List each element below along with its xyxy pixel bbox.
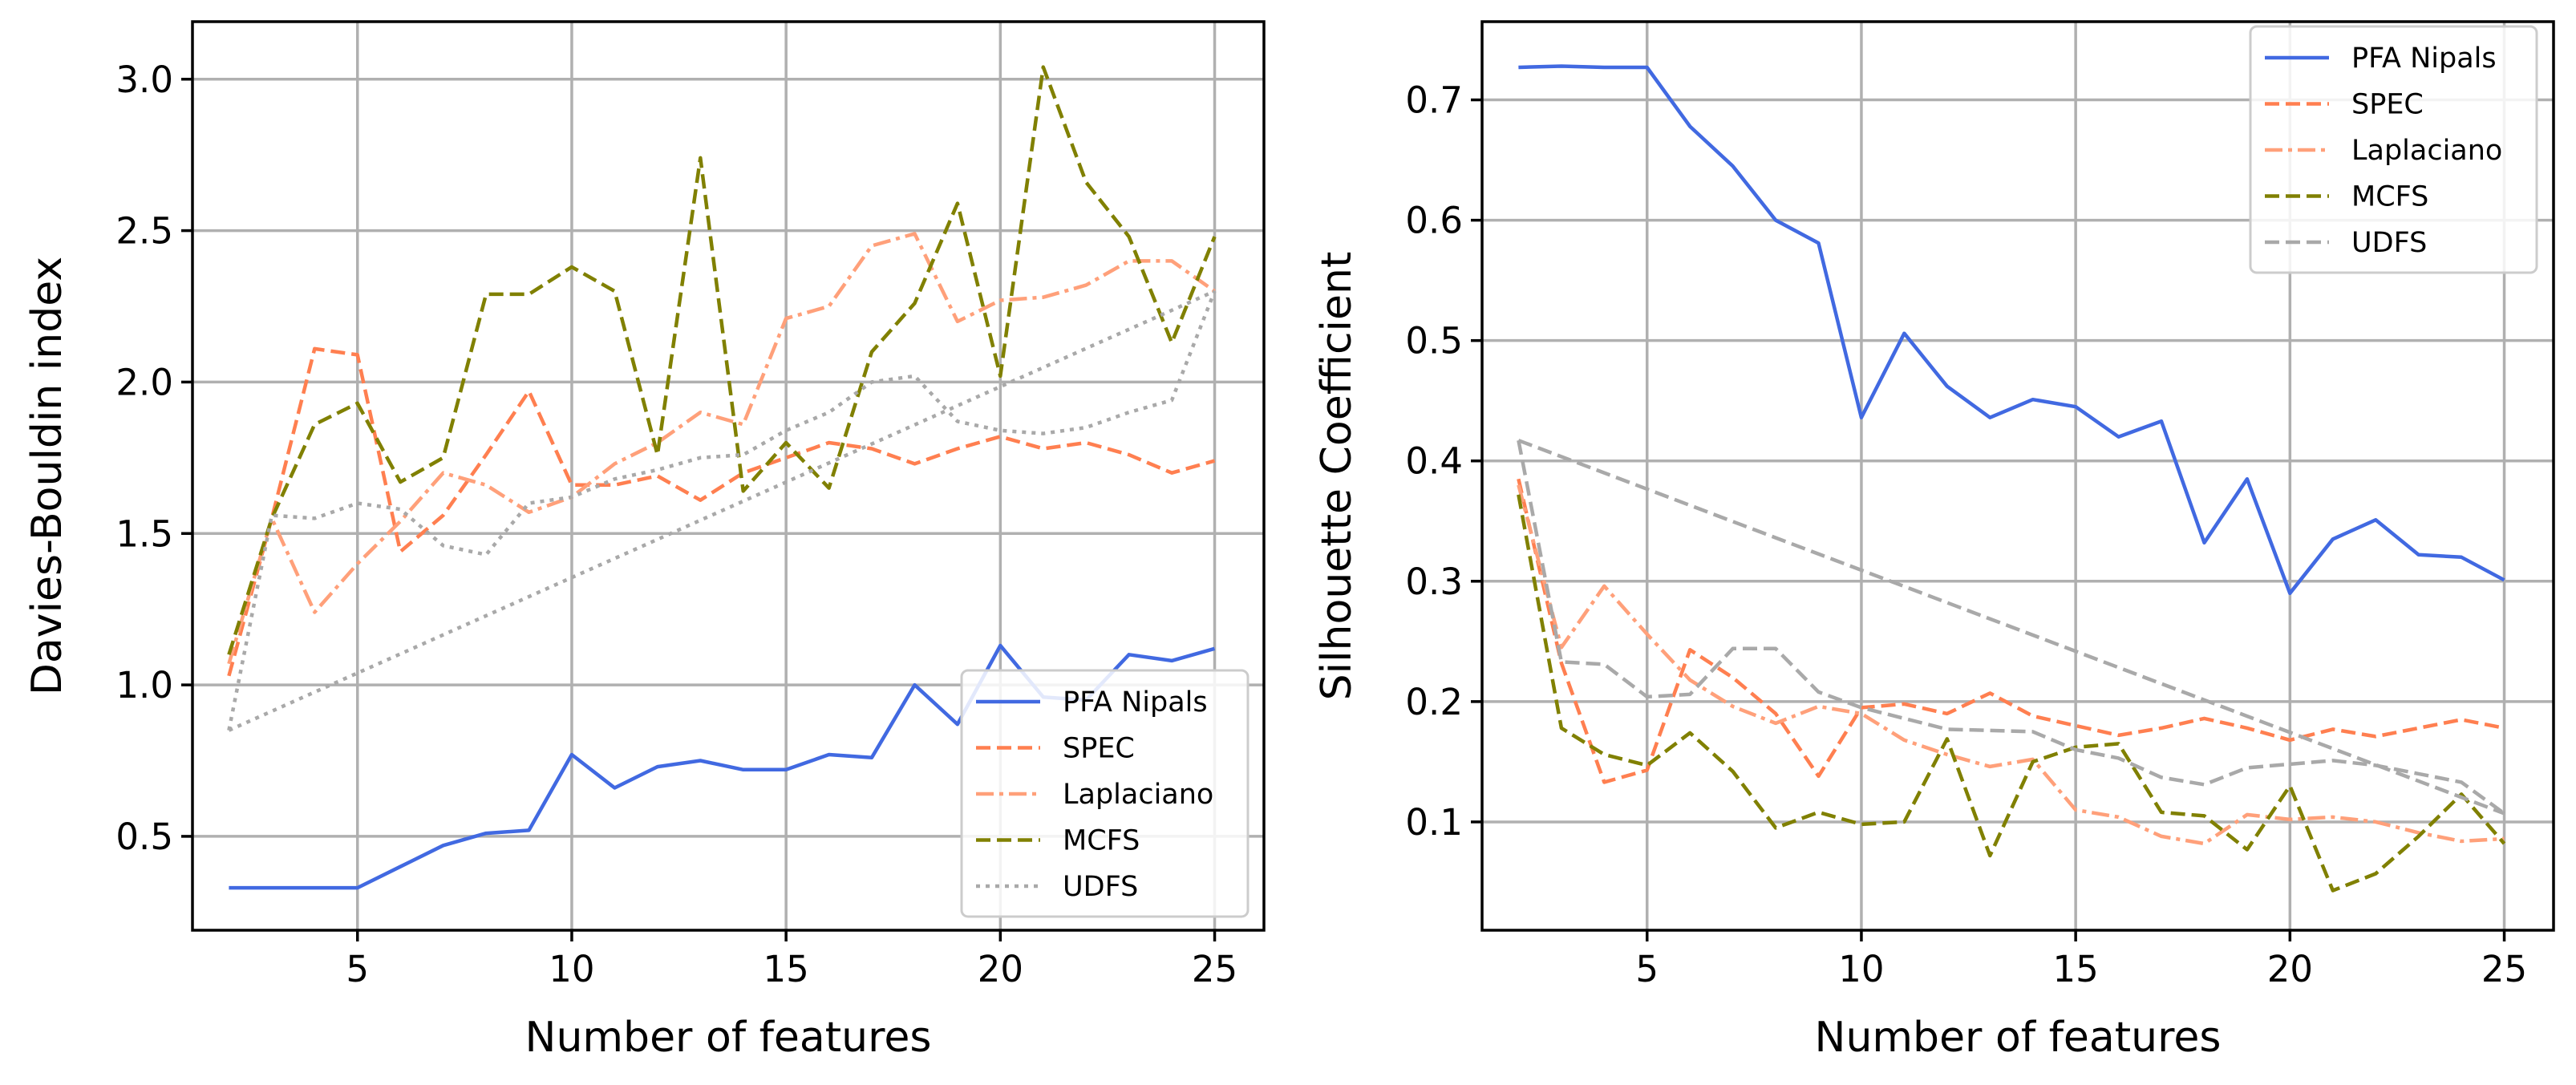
chart-2-x-tick-label: 25 — [2481, 948, 2527, 990]
chart-2-y-tick-label: 0.5 — [1405, 320, 1463, 362]
chart-1-y-tick-label: 2.5 — [115, 210, 173, 253]
chart-2-legend: PFA Nipals SPEC Laplaciano MCFS UDFS — [2249, 25, 2538, 274]
chart-1-legend-label: SPEC — [1063, 733, 1135, 765]
chart-1-y-tick-label: 1.5 — [115, 512, 173, 555]
chart-2-series-laplaciano — [1517, 484, 2505, 846]
chart-2-axes-frame — [1480, 20, 2555, 932]
chart-1-x-tick-label: 25 — [1192, 948, 1237, 990]
chart-2-y-tick-label: 0.6 — [1405, 200, 1463, 242]
chart-1-x-tick-label: 10 — [549, 948, 594, 990]
chart-2-y-tick-label: 0.7 — [1405, 79, 1463, 122]
chart-2-series-pfa-nipals — [1518, 64, 2505, 596]
chart-1-legend: PFA Nipals SPEC Laplaciano MCFS UDFS — [960, 669, 1250, 918]
chart-2-x-tick-label: 20 — [2267, 948, 2313, 990]
chart-1-y-tick-label: 1.0 — [115, 664, 173, 706]
chart-2-legend-label: Laplaciano — [2351, 135, 2502, 167]
chart-2-y-tick-label: 0.4 — [1405, 440, 1463, 483]
chart-2-legend-label: SPEC — [2351, 89, 2424, 121]
chart-1-y-tick-label: 2.0 — [115, 361, 173, 403]
chart-2-y-tick-label: 0.1 — [1405, 801, 1463, 844]
chart-2-series-udfs — [1517, 439, 2505, 816]
chart-1: 5 10 15 20 25 0.5 1.0 1.5 2.0 2.5 3.0 Number of fea… — [23, 20, 1266, 1062]
chart-2-y-tick-label: 0.3 — [1405, 561, 1463, 603]
chart-2-legend-label: UDFS — [2351, 227, 2427, 259]
chart-1-legend-label: PFA Nipals — [1063, 686, 1208, 719]
chart-1-series-spec — [227, 346, 1216, 677]
chart-1-x-tick-label: 20 — [978, 948, 1023, 990]
chart-2-y-tick-label: 0.2 — [1405, 681, 1463, 723]
chart-2-x-tick-label: 15 — [2053, 948, 2099, 990]
chart-1-legend-label: UDFS — [1063, 871, 1138, 903]
chart-1-x-tick-label: 15 — [763, 948, 809, 990]
chart-2-y-axis-title: Silhouette Coefficient — [1313, 252, 1361, 701]
chart-1-legend-label: Laplaciano — [1063, 779, 1213, 811]
chart-2-series-spec — [1517, 478, 2505, 784]
chart-2: 5 10 15 20 25 0.1 0.2 0.3 0.4 0.5 0.6 0.7 Number of … — [1313, 20, 2555, 1062]
chart-2-legend-label: MCFS — [2351, 181, 2428, 213]
chart-1-axes-frame — [191, 20, 1266, 932]
chart-2-series-mcfs — [1517, 494, 2506, 893]
chart-1-series-udfs-trend — [228, 289, 1216, 732]
chart-1-y-tick-label: 3.0 — [115, 59, 173, 101]
chart-1-y-axis-title: Davies-Bouldin index — [23, 257, 71, 695]
chart-1-legend-label: MCFS — [1063, 825, 1140, 857]
chart-1-y-tick-label: 0.5 — [115, 816, 173, 858]
chart-2-legend-label: PFA Nipals — [2351, 43, 2497, 75]
chart-1-x-tick-label: 5 — [346, 948, 369, 990]
chart-1-series-laplaciano — [227, 232, 1216, 665]
chart-2-x-axis-title: Number of features — [1815, 1014, 2222, 1062]
chart-1-x-axis-title: Number of features — [525, 1014, 932, 1062]
chart-2-x-tick-label: 5 — [1635, 948, 1659, 990]
chart-1-series-mcfs — [227, 65, 1217, 655]
chart-2-x-tick-label: 10 — [1838, 948, 1884, 990]
chart-2-series-udfs-trend — [1517, 439, 2505, 816]
chart-1-legend-box — [960, 669, 1250, 918]
chart-2-legend-box — [2249, 25, 2538, 274]
